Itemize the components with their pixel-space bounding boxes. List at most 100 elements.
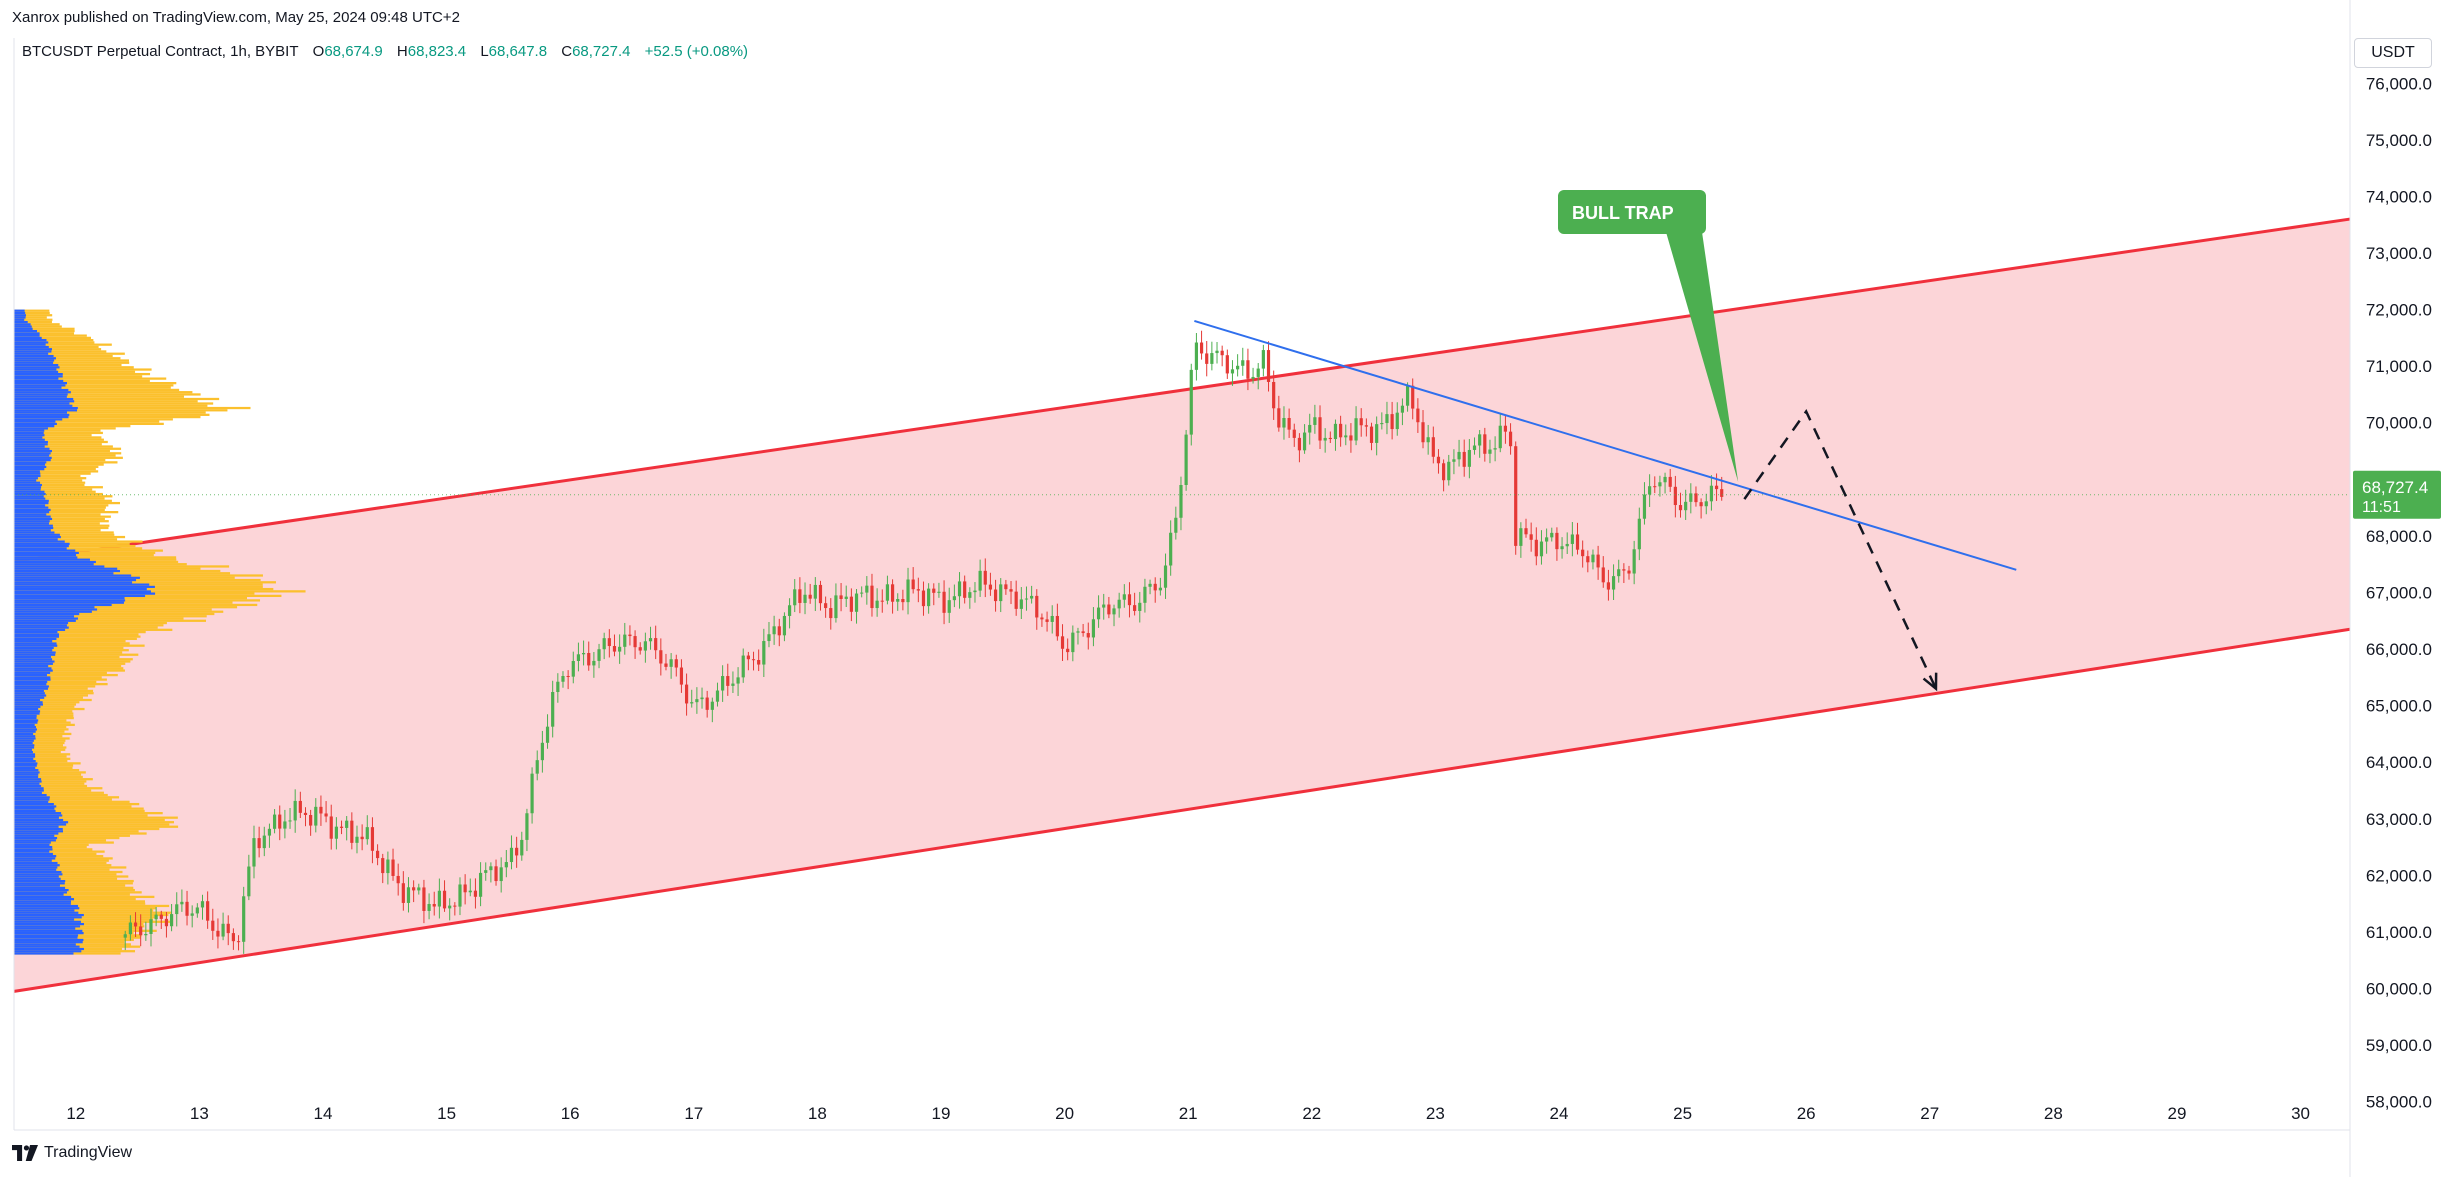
volume-bar-buy (14, 354, 54, 358)
volume-bar-buy (14, 852, 53, 856)
volume-bar-buy (14, 624, 67, 627)
volume-bar-buy (14, 784, 42, 788)
callout-box[interactable] (1558, 190, 1706, 234)
volume-bar-buy (14, 513, 47, 516)
volume-bar-total (14, 445, 113, 448)
currency-button[interactable]: USDT (2354, 38, 2432, 68)
open-value: 68,674.9 (324, 43, 383, 60)
candle-body (195, 907, 199, 914)
x-tick-label: 21 (1179, 1104, 1198, 1123)
candle-body (1555, 532, 1559, 550)
volume-bar-buy (14, 934, 79, 937)
volume-bar-buy (14, 658, 53, 661)
volume-bar-buy (14, 504, 46, 507)
volume-bar-total (14, 909, 154, 912)
candle-body (190, 913, 194, 916)
volume-bar-total (14, 370, 136, 373)
candle-body (525, 813, 529, 840)
candle-body (684, 684, 689, 704)
tradingview-brand[interactable]: TradingView (12, 1144, 132, 1162)
volume-bar-buy (14, 379, 64, 383)
volume-bar-total (14, 698, 92, 702)
volume-bar-buy (14, 696, 45, 699)
candle-body (695, 699, 699, 703)
volume-bar-total (14, 597, 248, 600)
volume-bar-buy (14, 567, 118, 570)
volume-bar-total (14, 716, 74, 720)
candle-body (1205, 353, 1209, 364)
candle-body (1524, 528, 1528, 535)
volume-bar-total (14, 425, 131, 428)
volume-bar-buy (14, 454, 50, 457)
volume-bar-total (14, 841, 114, 844)
symbol-title[interactable]: BTCUSDT Perpetual Contract, 1h, BYBIT (22, 43, 299, 60)
volume-bar-total (14, 463, 104, 466)
volume-bar-total (14, 683, 108, 686)
volume-bar-total (14, 630, 146, 634)
volume-bar-buy (14, 440, 48, 444)
volume-bar-buy (14, 893, 64, 896)
volume-bar-buy (14, 902, 71, 905)
volume-bar-total (14, 397, 220, 401)
x-tick-label: 13 (190, 1104, 209, 1123)
candle-body (1328, 437, 1332, 440)
volume-bar-total (14, 384, 174, 387)
projection-path[interactable] (1743, 408, 1938, 690)
candle-body (484, 870, 488, 873)
candle-body (643, 641, 647, 651)
volume-bar-total (14, 409, 228, 412)
y-tick-label: 59,000.0 (2366, 1036, 2432, 1055)
candle-body (231, 933, 235, 942)
volume-bar-total (14, 372, 151, 376)
volume-bar-total (14, 877, 118, 880)
candle-body (983, 570, 987, 585)
volume-bar-buy (14, 413, 70, 416)
candle-body (1519, 528, 1523, 546)
volume-bar-buy (14, 438, 45, 441)
candle-body (1385, 414, 1389, 424)
volume-bar-buy (14, 463, 46, 466)
volume-bar-total (14, 744, 63, 747)
volume-bar-buy (14, 646, 54, 650)
annotation-layer[interactable]: BULL TRAP (1558, 190, 1739, 483)
volume-bar-total (14, 608, 212, 611)
candle-body (252, 838, 256, 867)
candle-body (1055, 615, 1059, 637)
channel-lower-line[interactable] (13, 627, 2351, 993)
candle-body (1102, 604, 1106, 608)
channel-upper-line[interactable] (13, 217, 2351, 563)
volume-bar-buy (14, 823, 67, 826)
volume-bar-total (14, 436, 102, 439)
volume-bar-total (14, 884, 126, 887)
candle-body (885, 584, 890, 601)
volume-bar-total (14, 771, 86, 774)
volume-bar-buy (14, 508, 51, 512)
candle-body (293, 800, 297, 821)
candle-body (1452, 459, 1456, 462)
y-tick-label: 68,000.0 (2366, 527, 2432, 546)
callout-text: BULL TRAP (1572, 203, 1674, 223)
volume-bar-total (14, 610, 224, 613)
candle-body (896, 599, 900, 602)
volume-bar-buy (14, 832, 59, 835)
candle-body (1375, 424, 1379, 443)
volume-bar-total (14, 660, 131, 663)
volume-bar-total (14, 918, 154, 921)
volume-bar-buy (14, 834, 55, 837)
candle-body (782, 615, 787, 636)
volume-bar-total (14, 821, 175, 824)
descending-trendline[interactable] (1194, 319, 2017, 571)
candle-body (715, 690, 720, 702)
candle-body (1390, 414, 1394, 430)
volume-bar-total (14, 341, 95, 344)
candle-body (1673, 486, 1677, 506)
volume-bar-buy (14, 592, 156, 595)
volume-bar-buy (14, 845, 53, 849)
volume-bar-total (14, 882, 133, 885)
volume-bar-buy (14, 348, 52, 351)
candle-body (602, 638, 606, 650)
candle-body (1349, 435, 1353, 441)
candle-body (448, 905, 452, 909)
candle-body (612, 646, 617, 652)
